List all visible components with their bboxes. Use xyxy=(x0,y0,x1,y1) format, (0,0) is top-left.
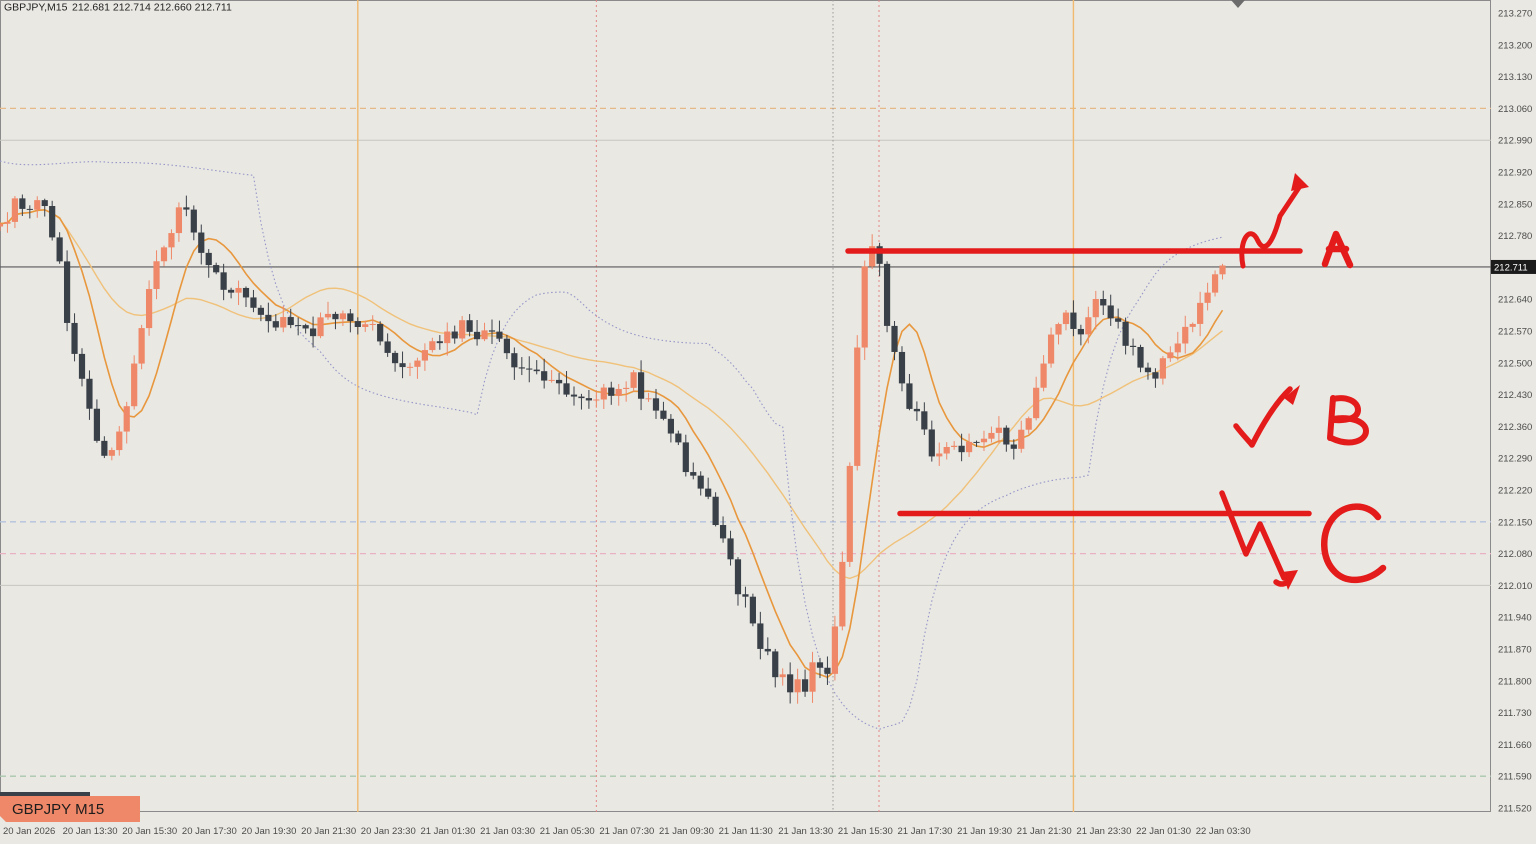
svg-text:211.590: 211.590 xyxy=(1498,772,1532,783)
svg-text:213.060: 213.060 xyxy=(1498,104,1532,115)
svg-text:20 Jan 23:30: 20 Jan 23:30 xyxy=(361,826,416,837)
svg-text:21 Jan 09:30: 21 Jan 09:30 xyxy=(659,826,714,837)
svg-text:212.990: 212.990 xyxy=(1498,136,1532,147)
svg-text:211.800: 211.800 xyxy=(1498,676,1532,687)
svg-text:213.270: 213.270 xyxy=(1498,9,1532,20)
svg-text:211.520: 211.520 xyxy=(1498,804,1532,815)
svg-text:21 Jan 15:30: 21 Jan 15:30 xyxy=(838,826,893,837)
svg-text:21 Jan 19:30: 21 Jan 19:30 xyxy=(957,826,1012,837)
svg-text:GBPJPY,M15: GBPJPY,M15 xyxy=(4,2,68,14)
svg-text:20 Jan 13:30: 20 Jan 13:30 xyxy=(63,826,118,837)
svg-text:213.130: 213.130 xyxy=(1498,72,1532,83)
svg-text:21 Jan 17:30: 21 Jan 17:30 xyxy=(898,826,953,837)
svg-text:212.920: 212.920 xyxy=(1498,168,1532,179)
svg-text:212.711: 212.711 xyxy=(1494,262,1528,273)
svg-text:212.150: 212.150 xyxy=(1498,517,1532,528)
svg-text:212.850: 212.850 xyxy=(1498,199,1532,210)
svg-text:212.500: 212.500 xyxy=(1498,358,1532,369)
svg-text:212.430: 212.430 xyxy=(1498,390,1532,401)
svg-text:21 Jan 23:30: 21 Jan 23:30 xyxy=(1076,826,1131,837)
svg-text:211.730: 211.730 xyxy=(1498,708,1532,719)
svg-text:212.220: 212.220 xyxy=(1498,486,1532,497)
svg-text:212.681 212.714 212.660 212.71: 212.681 212.714 212.660 212.711 xyxy=(72,2,232,14)
svg-text:22 Jan 01:30: 22 Jan 01:30 xyxy=(1136,826,1191,837)
svg-text:21 Jan 03:30: 21 Jan 03:30 xyxy=(480,826,535,837)
svg-text:212.010: 212.010 xyxy=(1498,581,1532,592)
svg-text:21 Jan 21:30: 21 Jan 21:30 xyxy=(1017,826,1072,837)
svg-text:20 Jan 15:30: 20 Jan 15:30 xyxy=(122,826,177,837)
svg-text:21 Jan 01:30: 21 Jan 01:30 xyxy=(420,826,475,837)
svg-text:211.940: 211.940 xyxy=(1498,613,1532,624)
svg-text:212.640: 212.640 xyxy=(1498,295,1532,306)
svg-text:212.290: 212.290 xyxy=(1498,454,1532,465)
svg-text:212.780: 212.780 xyxy=(1498,231,1532,242)
svg-text:22 Jan 03:30: 22 Jan 03:30 xyxy=(1196,826,1251,837)
svg-text:213.200: 213.200 xyxy=(1498,40,1532,51)
svg-text:212.080: 212.080 xyxy=(1498,549,1532,560)
svg-text:211.870: 211.870 xyxy=(1498,645,1532,656)
svg-text:212.570: 212.570 xyxy=(1498,327,1532,338)
svg-text:20 Jan 21:30: 20 Jan 21:30 xyxy=(301,826,356,837)
svg-text:20 Jan 19:30: 20 Jan 19:30 xyxy=(242,826,297,837)
svg-text:211.660: 211.660 xyxy=(1498,740,1532,751)
svg-text:21 Jan 13:30: 21 Jan 13:30 xyxy=(778,826,833,837)
svg-text:21 Jan 11:30: 21 Jan 11:30 xyxy=(719,826,773,837)
svg-text:212.360: 212.360 xyxy=(1498,422,1532,433)
svg-text:21 Jan 07:30: 21 Jan 07:30 xyxy=(599,826,654,837)
svg-text:21 Jan 05:30: 21 Jan 05:30 xyxy=(540,826,595,837)
svg-text:20 Jan 2026: 20 Jan 2026 xyxy=(3,826,55,837)
svg-text:GBPJPY M15: GBPJPY M15 xyxy=(12,801,104,818)
svg-text:20 Jan 17:30: 20 Jan 17:30 xyxy=(182,826,237,837)
